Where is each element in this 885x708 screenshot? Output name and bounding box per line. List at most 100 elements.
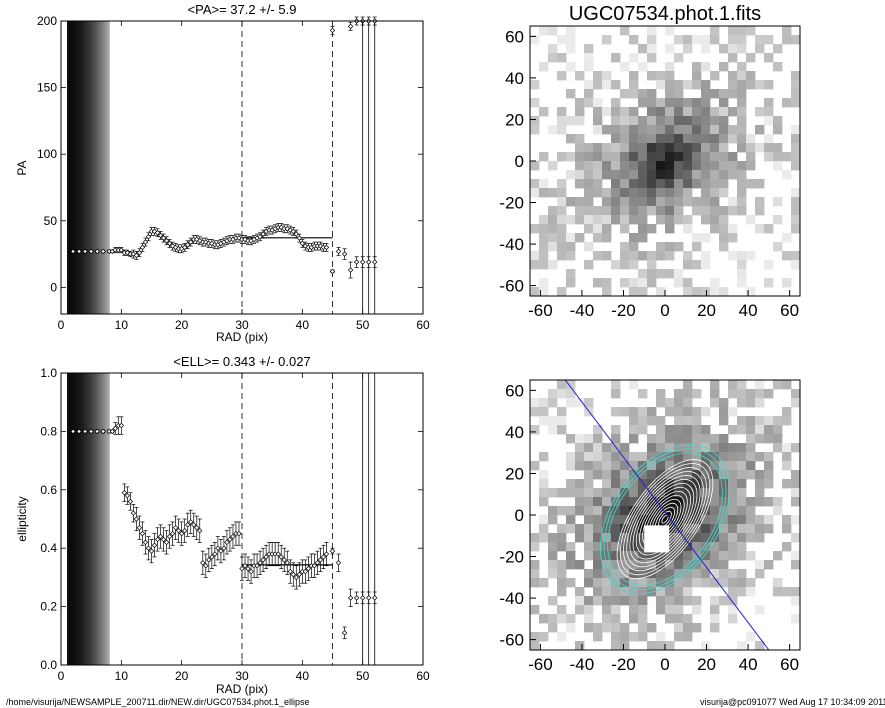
- pa-data-point: [293, 231, 299, 237]
- img1-pixel: [530, 224, 540, 234]
- img2-pixel: [602, 524, 612, 534]
- img1-pixel: [584, 170, 594, 180]
- img1-pixel: [566, 116, 576, 126]
- img2-pixel: [638, 524, 648, 534]
- img2-pixel: [602, 506, 612, 516]
- img1-pixel: [674, 125, 684, 135]
- img1-pixel: [719, 206, 729, 216]
- img1-pixel: [566, 215, 576, 225]
- img1-pixel: [647, 224, 657, 234]
- img1-pixel: [773, 242, 783, 252]
- ell-data-point: [281, 557, 287, 563]
- img1-pixel: [557, 35, 567, 45]
- img2-pixel: [638, 560, 648, 570]
- img2-pixel: [719, 407, 729, 417]
- pa-band-strip: [71, 21, 73, 314]
- img1-pixel: [620, 278, 630, 288]
- img2-pixel: [746, 461, 756, 471]
- img1-pixel: [701, 251, 711, 261]
- img1-pixel: [557, 251, 567, 261]
- img1-pixel: [719, 125, 729, 135]
- img1-pixel: [737, 170, 747, 180]
- img1-pixel: [701, 215, 711, 225]
- img1-pixel: [701, 80, 711, 90]
- img1-pixel: [791, 188, 801, 198]
- img2-pixel: [647, 488, 657, 498]
- ell-data-point: [76, 428, 82, 435]
- img2-pixel: [602, 614, 612, 624]
- img1-pixel: [602, 197, 612, 207]
- img2-pixel: [593, 443, 603, 453]
- img1-pixel: [656, 71, 666, 81]
- ell-data-point: [275, 551, 281, 557]
- img2-pixel: [692, 605, 702, 615]
- img1-pixel: [647, 152, 657, 162]
- img1-pixel: [611, 53, 621, 63]
- img1-pixel: [782, 35, 792, 45]
- img1-pixel: [584, 98, 594, 108]
- img1-pixel: [719, 161, 729, 171]
- img2-pixel: [602, 488, 612, 498]
- img1-pixel: [620, 170, 630, 180]
- img1-pixel: [692, 98, 702, 108]
- img2-pixel: [656, 389, 666, 399]
- img2-pixel: [728, 425, 738, 435]
- ell-data-point: [175, 527, 182, 534]
- pa-data-point: [359, 259, 366, 265]
- img1-pixel: [719, 44, 729, 54]
- img2-pixel: [782, 587, 792, 597]
- img2-pixel: [575, 533, 585, 543]
- img1-pixel: [548, 188, 558, 198]
- img1-pixel: [683, 80, 693, 90]
- img2-pixel: [584, 506, 594, 516]
- img1-pixel: [719, 233, 729, 243]
- img1-pixel: [656, 98, 666, 108]
- img2-pixel: [764, 524, 774, 534]
- img1-pixel: [584, 152, 594, 162]
- img2-pixel: [692, 596, 702, 606]
- img2-pixel: [665, 407, 675, 417]
- img1-pixel: [656, 134, 666, 144]
- img1-pixel: [530, 161, 540, 171]
- img2-pixel: [683, 479, 693, 489]
- img1-pixel: [548, 233, 558, 243]
- img2-pixel: [755, 434, 765, 444]
- img1-pixel: [737, 80, 747, 90]
- img1-pixel: [791, 260, 801, 270]
- img1-pixel: [719, 188, 729, 198]
- ell-data-point: [151, 542, 158, 548]
- img2-pixel: [719, 497, 729, 507]
- img1-pixel: [557, 71, 567, 81]
- img1-pixel: [548, 215, 558, 225]
- img1-pixel: [728, 233, 738, 243]
- ell-band-strip: [79, 373, 82, 665]
- img1-pixel: [575, 143, 585, 153]
- pa-data-point: [209, 240, 215, 247]
- ell-band-strip: [90, 373, 92, 665]
- img2-pixel: [530, 533, 540, 543]
- img1-pixel: [728, 26, 738, 36]
- img1-pixel: [629, 215, 639, 225]
- img2-pixel: [557, 605, 567, 615]
- pa-ytick-label: 200: [37, 14, 57, 28]
- img1-pixel: [755, 44, 765, 54]
- pa-data-point: [372, 259, 378, 265]
- img1-pixel: [692, 233, 702, 243]
- ell-band-strip: [93, 373, 95, 665]
- img2-pixel: [710, 488, 720, 498]
- img1-pixel: [701, 197, 711, 207]
- img2-pixel: [746, 524, 756, 534]
- img2-pixel: [674, 434, 684, 444]
- img2-pixel: [692, 452, 702, 462]
- ell-band-strip: [67, 373, 69, 665]
- img2-ytick-label: 0: [515, 506, 524, 525]
- img2-pixel: [575, 398, 585, 408]
- img1-pixel: [737, 197, 747, 207]
- img1-pixel: [764, 35, 774, 45]
- ell-data-point: [359, 595, 366, 601]
- img1-pixel: [611, 179, 621, 189]
- img2-pixel: [773, 380, 783, 390]
- img2-pixel: [692, 407, 702, 417]
- img2-pixel: [692, 470, 702, 480]
- img2-pixel: [557, 533, 567, 543]
